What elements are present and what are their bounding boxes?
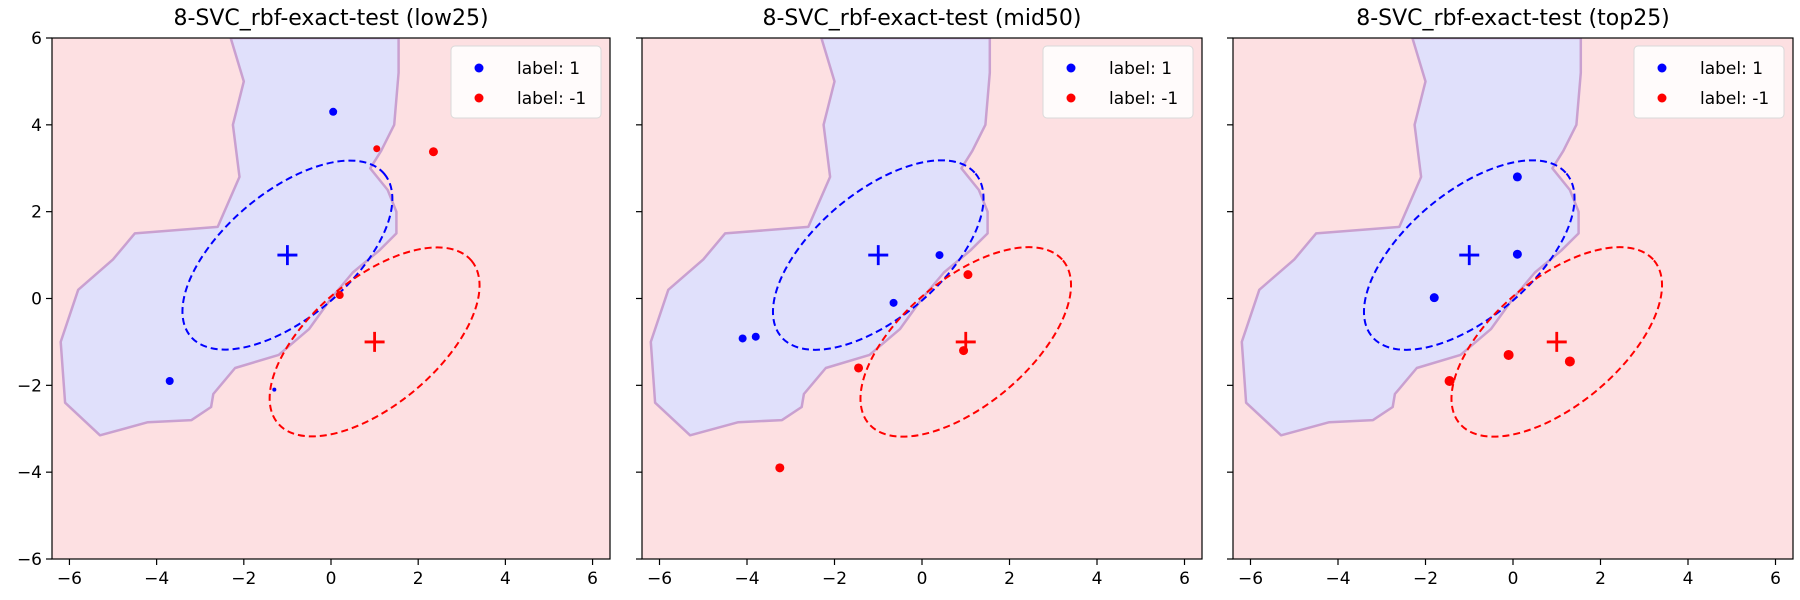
subplot-top25: 8-SVC_rbf-exact-test (top25) −6 −4 −2 0 2 4 6 l…	[1227, 6, 1794, 589]
data-point	[959, 346, 969, 356]
y-tick-label: 0	[31, 290, 42, 310]
subplot-mid50: 8-SVC_rbf-exact-test (mid50) −6 −4 −2 0 2 4 6 l…	[636, 6, 1203, 589]
covariance-ellipse	[859, 246, 1073, 438]
subplot-title: 8-SVC_rbf-exact-test (top25)	[1356, 6, 1670, 31]
y-tick-label: −6	[17, 550, 42, 570]
legend-label: label: 1	[1109, 59, 1172, 79]
y-tick-label: 6	[31, 29, 42, 49]
y-tick-label: −2	[17, 376, 42, 396]
data-point	[1503, 349, 1514, 360]
class-mean-marker	[277, 245, 298, 266]
x-tick-label: 0	[917, 569, 928, 589]
legend-marker	[1066, 63, 1076, 73]
x-tick-label: 0	[1508, 569, 1519, 589]
x-tick-label: 0	[326, 569, 337, 589]
data-point	[1564, 356, 1575, 367]
x-tick-label: 4	[500, 569, 511, 589]
data-point	[889, 298, 898, 307]
x-tick-label: 4	[1683, 569, 1694, 589]
legend-marker	[1657, 63, 1667, 73]
x-tick-label: −2	[1413, 569, 1438, 589]
legend-label: label: 1	[517, 59, 580, 79]
x-tick-label: 4	[1092, 569, 1103, 589]
legend-label: label: -1	[517, 89, 586, 109]
y-tick-label: 4	[31, 116, 42, 136]
legend-marker	[1657, 93, 1667, 103]
x-tick-label: 2	[1004, 569, 1015, 589]
x-tick-label: −4	[734, 569, 759, 589]
covariance-ellipse	[181, 159, 394, 351]
x-tick-label: −6	[1238, 569, 1263, 589]
legend-label: label: 1	[1700, 59, 1763, 79]
subplot-low25: 8-SVC_rbf-exact-test (low25) −6 −4 −2 0 2 4 6 −…	[17, 6, 611, 589]
legend: label: 1 label: -1	[450, 45, 602, 119]
data-point	[428, 147, 438, 157]
data-point	[963, 270, 973, 280]
covariance-ellipse	[268, 246, 481, 438]
x-tick-label: −4	[144, 569, 169, 589]
subplot-title: 8-SVC_rbf-exact-test (mid50)	[762, 6, 1081, 31]
class-mean-marker	[1546, 331, 1567, 352]
x-tick-label: −2	[231, 569, 256, 589]
legend-marker	[474, 63, 484, 73]
legend-marker	[474, 93, 484, 103]
x-tick-label: 6	[1179, 569, 1190, 589]
class-mean-marker	[364, 331, 385, 352]
class-mean-marker	[1459, 245, 1480, 266]
data-point	[775, 463, 785, 473]
data-point	[854, 363, 864, 373]
plot-area	[1233, 38, 1793, 559]
data-point	[1512, 172, 1522, 182]
plot-area	[642, 38, 1202, 559]
y-tick-label: 2	[31, 203, 42, 223]
x-tick-label: 2	[413, 569, 424, 589]
x-tick-label: −2	[822, 569, 847, 589]
legend-label: label: -1	[1700, 89, 1769, 109]
legend-box	[1633, 45, 1785, 119]
x-tick-label: 2	[1595, 569, 1606, 589]
x-tick-label: −4	[1325, 569, 1350, 589]
class-mean-marker	[868, 245, 889, 266]
x-tick-label: −6	[57, 569, 82, 589]
data-point	[373, 145, 381, 153]
data-point	[1444, 375, 1455, 386]
x-tick-label: −6	[647, 569, 672, 589]
data-point	[935, 251, 944, 260]
x-tick-label: 6	[587, 569, 598, 589]
data-point	[165, 376, 174, 385]
plot-area	[52, 38, 610, 559]
data-point	[329, 107, 338, 116]
covariance-ellipse	[1450, 246, 1664, 438]
y-tick-label: −4	[17, 463, 42, 483]
legend-label: label: -1	[1109, 89, 1178, 109]
data-point	[738, 334, 747, 343]
data-point	[1429, 293, 1439, 303]
subplot-title: 8-SVC_rbf-exact-test (low25)	[173, 6, 488, 31]
legend: label: 1 label: -1	[1633, 45, 1785, 119]
data-point	[1512, 249, 1522, 259]
data-point	[751, 332, 760, 341]
data-point	[335, 291, 344, 300]
legend-marker	[1066, 93, 1076, 103]
legend-box	[450, 45, 602, 119]
data-point	[272, 387, 277, 392]
legend-box	[1042, 45, 1194, 119]
legend: label: 1 label: -1	[1042, 45, 1194, 119]
x-tick-label: 6	[1770, 569, 1781, 589]
